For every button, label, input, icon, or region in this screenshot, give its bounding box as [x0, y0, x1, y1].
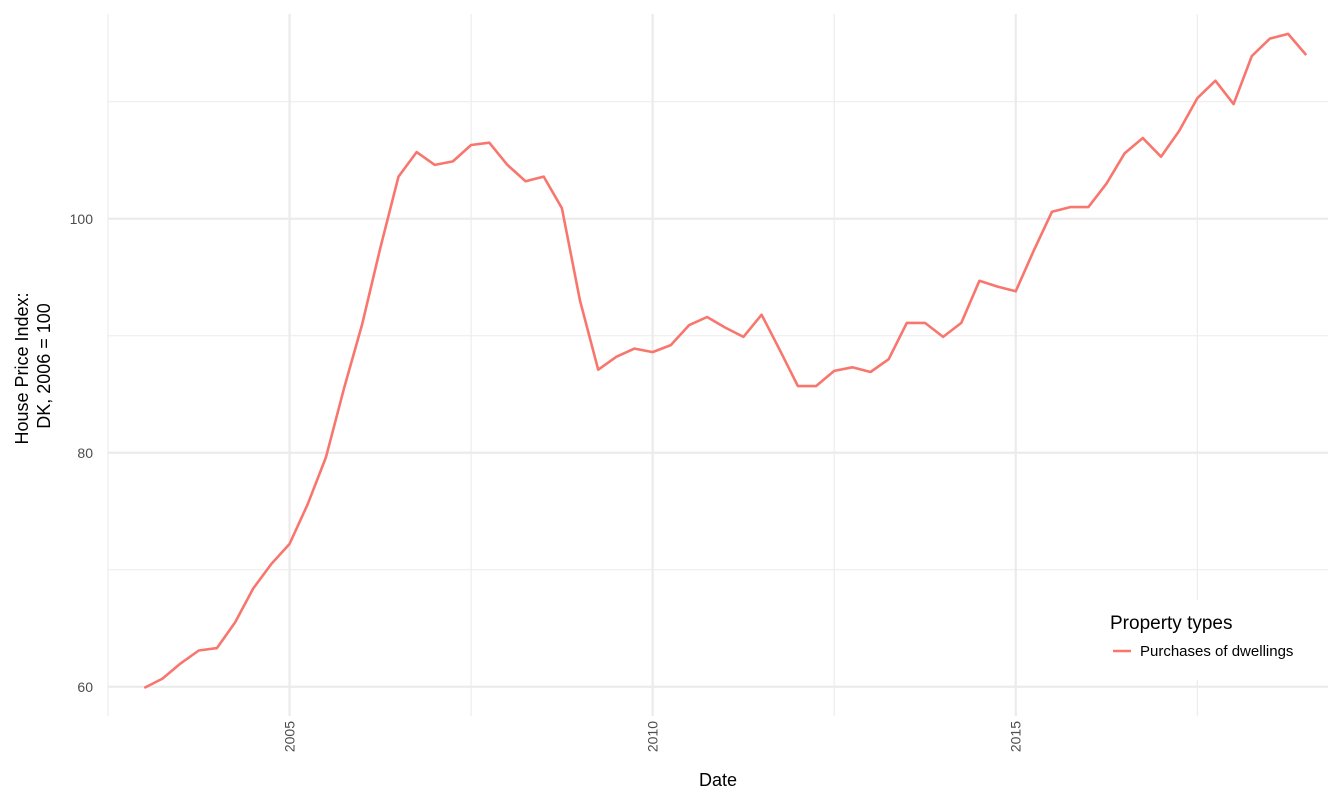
grid-lines [107, 14, 1328, 716]
axis-ticks: 60 80 100 2005 2010 2015 [70, 211, 1024, 752]
legend-title: Property types [1110, 613, 1233, 634]
x-tick-label: 2010 [645, 721, 661, 752]
y-tick-label: 100 [70, 211, 94, 227]
x-tick-label: 2005 [282, 721, 298, 752]
y-tick-label: 60 [77, 679, 93, 695]
legend: Property types Purchases of dwellings [1096, 600, 1336, 680]
y-tick-label: 80 [77, 445, 93, 461]
y-axis-title: House Price Index: DK, 2006 = 100 [12, 287, 54, 444]
legend-background [1096, 600, 1336, 680]
x-axis-title: Date [699, 770, 737, 790]
legend-label: Purchases of dwellings [1140, 643, 1293, 660]
series-line [143, 32, 1308, 690]
x-tick-label: 2015 [1008, 721, 1024, 752]
series-lines [143, 32, 1308, 690]
